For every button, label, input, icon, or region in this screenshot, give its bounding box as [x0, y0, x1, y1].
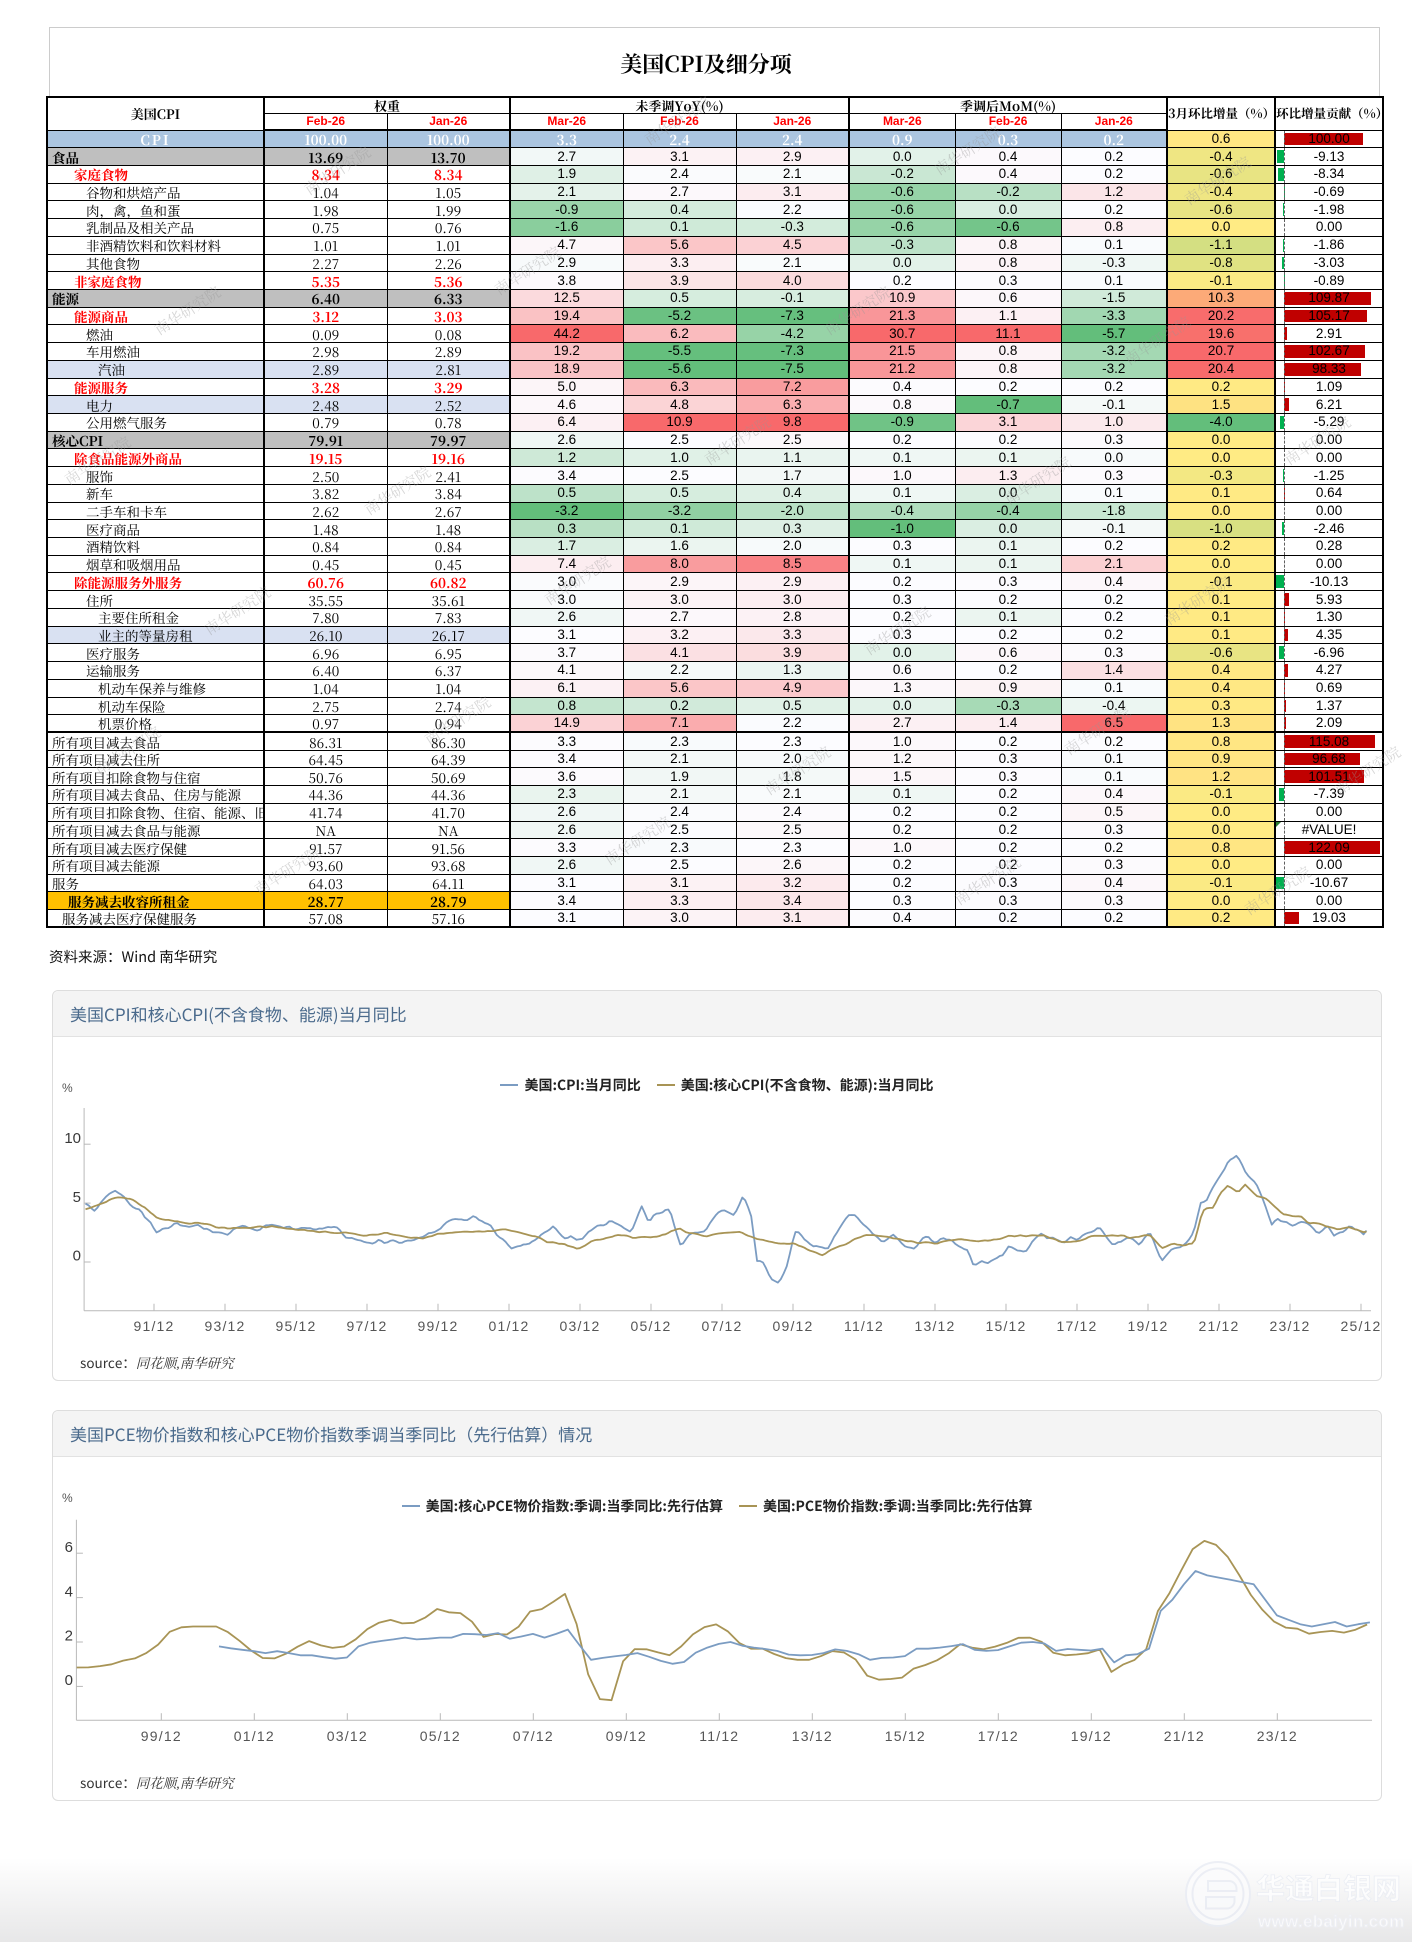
svg-text:%: %	[62, 1081, 73, 1095]
svg-text:09/12: 09/12	[772, 1318, 813, 1334]
svg-text:0: 0	[73, 1248, 81, 1265]
svg-text:05/12: 05/12	[420, 1728, 461, 1744]
svg-text:%: %	[62, 1491, 73, 1505]
svg-text:01/12: 01/12	[488, 1318, 529, 1334]
svg-text:09/12: 09/12	[606, 1728, 647, 1744]
svg-text:03/12: 03/12	[559, 1318, 600, 1334]
svg-text:21/12: 21/12	[1198, 1318, 1239, 1334]
svg-text:25/12: 25/12	[1340, 1318, 1381, 1334]
svg-text:07/12: 07/12	[513, 1728, 554, 1744]
svg-text:03/12: 03/12	[327, 1728, 368, 1744]
svg-text:5: 5	[73, 1189, 81, 1206]
svg-text:17/12: 17/12	[978, 1728, 1019, 1744]
svg-text:93/12: 93/12	[204, 1318, 245, 1334]
svg-text:95/12: 95/12	[275, 1318, 316, 1334]
svg-text:23/12: 23/12	[1269, 1318, 1310, 1334]
svg-text:91/12: 91/12	[133, 1318, 174, 1334]
svg-text:11/12: 11/12	[844, 1318, 884, 1334]
svg-text:www.ebaiyin.com: www.ebaiyin.com	[1257, 1912, 1405, 1931]
svg-text:13/12: 13/12	[792, 1728, 833, 1744]
svg-text:19/12: 19/12	[1071, 1728, 1112, 1744]
svg-text:01/12: 01/12	[234, 1728, 275, 1744]
svg-text:23/12: 23/12	[1257, 1728, 1298, 1744]
svg-text:13/12: 13/12	[914, 1318, 955, 1334]
svg-text:05/12: 05/12	[630, 1318, 671, 1334]
svg-text:97/12: 97/12	[346, 1318, 387, 1334]
svg-text:19/12: 19/12	[1127, 1318, 1168, 1334]
svg-text:99/12: 99/12	[417, 1318, 458, 1334]
svg-text:17/12: 17/12	[1056, 1318, 1097, 1334]
svg-text:07/12: 07/12	[701, 1318, 742, 1334]
svg-text:15/12: 15/12	[885, 1728, 926, 1744]
svg-text:华通白银网: 华通白银网	[1256, 1866, 1401, 1908]
svg-text:11/12: 11/12	[699, 1728, 739, 1744]
svg-text:6: 6	[65, 1539, 73, 1556]
svg-text:15/12: 15/12	[985, 1318, 1026, 1334]
svg-text:99/12: 99/12	[141, 1728, 182, 1744]
svg-text:0: 0	[65, 1672, 73, 1689]
svg-text:21/12: 21/12	[1164, 1728, 1205, 1744]
svg-text:4: 4	[65, 1583, 73, 1600]
svg-text:2: 2	[65, 1628, 73, 1645]
svg-text:10: 10	[64, 1130, 81, 1147]
